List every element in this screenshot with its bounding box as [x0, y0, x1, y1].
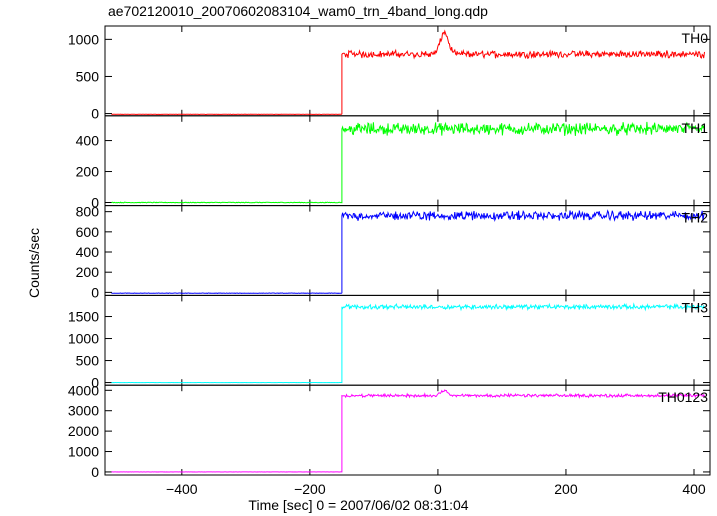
series-line-th1 [111, 121, 705, 204]
series-line-th0 [111, 29, 705, 116]
y-tick-label: 400 [76, 133, 100, 149]
y-tick-label: 400 [76, 244, 100, 260]
y-tick-label: 600 [76, 224, 100, 240]
y-tick-label: 0 [91, 375, 99, 391]
chart-title: ae702120010_20070602083104_wam0_trn_4ban… [108, 3, 488, 19]
y-tick-label: 200 [76, 264, 100, 280]
y-tick-label: 3000 [68, 403, 99, 419]
y-tick-label: 4000 [68, 382, 99, 398]
y-tick-label: 1500 [68, 309, 99, 325]
panel-frame-th3 [104, 294, 711, 386]
x-tick-label: 0 [434, 481, 442, 497]
x-tick-label: 200 [554, 481, 578, 497]
series-line-th0123 [111, 389, 705, 473]
y-tick-label: 0 [91, 464, 99, 480]
series-label-th0123: TH0123 [658, 389, 708, 405]
x-tick-label: −400 [166, 481, 198, 497]
y-tick-label: 1000 [68, 31, 99, 47]
x-tick-label: 400 [682, 481, 706, 497]
series-line-th3 [111, 302, 705, 384]
y-tick-label: 500 [76, 68, 100, 84]
y-tick-label: 0 [91, 106, 99, 122]
y-tick-label: 1000 [68, 331, 99, 347]
y-tick-label: 200 [76, 164, 100, 180]
series-label-th0: TH0 [682, 30, 709, 46]
y-tick-label: 2000 [68, 423, 99, 439]
series-line-th2 [111, 209, 705, 294]
series-label-th2: TH2 [682, 210, 709, 226]
x-tick-label: −200 [294, 481, 326, 497]
y-tick-label: 1000 [68, 444, 99, 460]
y-tick-label: 0 [91, 195, 99, 211]
panel-frame-th0 [104, 25, 711, 117]
series-label-th1: TH1 [682, 120, 709, 136]
y-tick-label: 500 [76, 353, 100, 369]
panel-frame-th0123 [104, 384, 711, 476]
y-tick-label: 0 [91, 284, 99, 300]
x-axis-label: Time [sec] 0 = 2007/06/02 08:31:04 [248, 497, 469, 513]
y-tick-label: 800 [76, 204, 100, 220]
series-label-th3: TH3 [682, 299, 709, 315]
